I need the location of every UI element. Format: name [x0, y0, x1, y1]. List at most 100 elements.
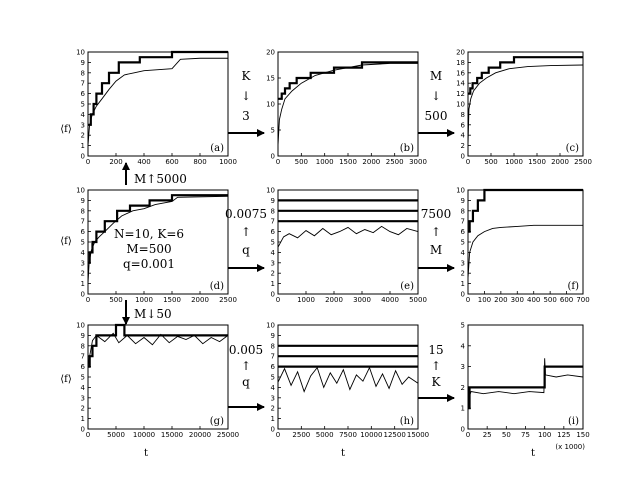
x-tick-label-e: 5000 [409, 296, 427, 304]
transition-ab-value: 3 [242, 109, 250, 123]
y-tick-label-i: 2 [461, 384, 465, 392]
y-tick-label-f: 5 [461, 239, 465, 247]
x-tick-label-e: 3000 [353, 296, 371, 304]
y-tick-label-c: 8 [461, 111, 465, 119]
transition-da-label: M↑5000 [134, 172, 187, 186]
panel-tag-e: (e) [400, 281, 414, 292]
x-tick-label-e: 0 [276, 296, 280, 304]
x-tick-label-i: 100 [538, 431, 551, 439]
y-tick-label-h: 6 [271, 363, 276, 371]
series-steps-g-0 [88, 325, 228, 367]
y-tick-label-c: 18 [456, 59, 465, 67]
x-tick-label-h: 5000 [316, 431, 334, 439]
y-tick-label-g: 7 [81, 353, 85, 361]
series-line-h-3 [278, 368, 418, 392]
param-line-m: M=500 [126, 242, 171, 256]
y-tick-label-a: 2 [81, 132, 85, 140]
y-tick-label-c: 10 [456, 101, 465, 109]
y-tick-label-h: 4 [271, 384, 276, 392]
plot-frame-f [468, 190, 583, 294]
transition-dg-label: M↓50 [134, 307, 172, 321]
xlabel-h: t [341, 448, 345, 459]
transition-ab-param: K [242, 69, 252, 83]
transition-bc-param: M [430, 69, 442, 83]
x-tick-label-c: 500 [484, 158, 497, 166]
y-tick-label-h: 7 [271, 353, 275, 361]
y-tick-label-a: 1 [81, 142, 85, 150]
y-tick-label-i: 3 [461, 363, 465, 371]
y-tick-label-e: 0 [271, 291, 275, 299]
y-tick-label-d: 9 [81, 197, 85, 205]
y-tick-label-e: 1 [271, 280, 275, 288]
y-tick-label-g: 3 [81, 394, 85, 402]
series-steps-a-0 [88, 52, 228, 125]
x-tick-label-i: 0 [466, 431, 470, 439]
y-tick-label-f: 9 [461, 197, 465, 205]
x-tick-label-c: 1000 [505, 158, 523, 166]
y-tick-label-i: 0 [461, 426, 465, 434]
x-tick-label-c: 2500 [574, 158, 592, 166]
x-multiplier-i: (x 1000) [555, 443, 585, 451]
x-tick-label-i: 150 [576, 431, 589, 439]
x-tick-label-i: 75 [521, 431, 530, 439]
series-line-a-1 [88, 58, 228, 145]
x-tick-label-c: 2000 [551, 158, 569, 166]
x-tick-label-f: 600 [560, 296, 573, 304]
y-tick-label-h: 10 [266, 322, 275, 330]
panel-tag-a: (a) [210, 143, 224, 154]
y-tick-label-f: 7 [461, 218, 465, 226]
transition-de-arrow: ↑ [241, 225, 251, 239]
series-line-g-1 [88, 333, 228, 366]
x-tick-label-b: 1500 [339, 158, 357, 166]
y-tick-label-g: 4 [81, 384, 86, 392]
x-tick-label-h: 12500 [384, 431, 406, 439]
y-tick-label-e: 3 [271, 259, 275, 267]
y-tick-label-f: 8 [461, 207, 465, 215]
x-tick-label-d: 1000 [135, 296, 153, 304]
x-tick-label-a: 600 [165, 158, 178, 166]
x-tick-label-b: 2000 [362, 158, 380, 166]
y-tick-label-c: 12 [456, 90, 465, 98]
y-tick-label-f: 0 [461, 291, 465, 299]
series-line-e-3 [278, 226, 418, 247]
y-tick-label-e: 8 [271, 207, 275, 215]
series-line-f-1 [468, 225, 583, 278]
transition-ef-arrow: ↑ [431, 225, 441, 239]
y-tick-label-d: 6 [81, 228, 86, 236]
y-tick-label-g: 2 [81, 405, 85, 413]
plot-frame-c [468, 52, 583, 156]
y-tick-label-c: 14 [456, 80, 465, 88]
y-tick-label-c: 16 [456, 69, 465, 77]
y-tick-label-d: 5 [81, 239, 85, 247]
transition-bc-value: 500 [425, 109, 448, 123]
y-tick-label-i: 4 [461, 342, 466, 350]
y-tick-label-d: 4 [81, 249, 86, 257]
x-tick-label-c: 1500 [528, 158, 546, 166]
x-tick-label-d: 1500 [163, 296, 181, 304]
y-tick-label-b: 5 [271, 127, 275, 135]
y-tick-label-h: 0 [271, 426, 275, 434]
series-line-c-1 [468, 65, 583, 146]
y-tick-label-a: 4 [81, 111, 86, 119]
transition-ab-arrow: ↓ [241, 89, 251, 103]
x-tick-label-d: 500 [109, 296, 122, 304]
x-tick-label-g: 10000 [133, 431, 155, 439]
y-tick-label-d: 3 [81, 259, 85, 267]
y-tick-label-f: 2 [461, 270, 465, 278]
x-tick-label-g: 25000 [217, 431, 239, 439]
y-tick-label-g: 5 [81, 374, 85, 382]
y-tick-label-a: 3 [81, 121, 85, 129]
y-tick-label-e: 7 [271, 218, 275, 226]
transition-gh-param: 0.005 [229, 343, 263, 357]
y-tick-label-h: 3 [271, 394, 275, 402]
y-tick-label-c: 20 [456, 49, 465, 57]
x-tick-label-c: 0 [466, 158, 470, 166]
x-tick-label-h: 2500 [292, 431, 310, 439]
y-tick-label-e: 4 [271, 249, 276, 257]
x-tick-label-b: 3000 [409, 158, 427, 166]
x-tick-label-e: 4000 [381, 296, 399, 304]
plot-frame-i [468, 325, 583, 429]
x-tick-label-a: 400 [137, 158, 150, 166]
plot-frame-e [278, 190, 418, 294]
